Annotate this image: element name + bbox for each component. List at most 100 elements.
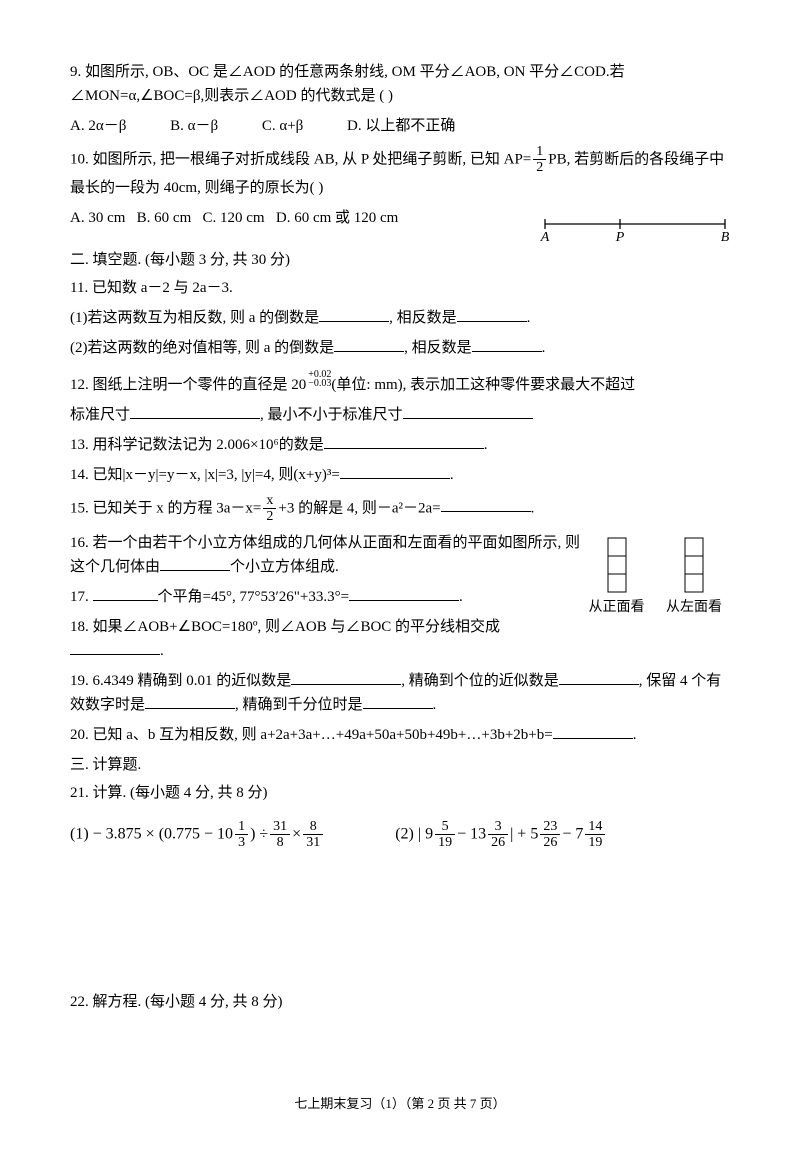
d: 8: [270, 835, 290, 850]
blank: [441, 496, 531, 512]
half-fraction: 12: [533, 144, 546, 176]
t: , 精确到千分位时是: [235, 697, 363, 713]
f: 326: [488, 819, 508, 851]
t: 20. 已知 a、b 互为相反数, 则 a+2a+3a+…+49a+50a+50…: [70, 727, 553, 743]
t: +3 的解是 4, 则－a²－2a=: [278, 500, 440, 516]
n: 14: [585, 819, 605, 835]
t: 15. 已知关于 x 的方程 3a－x=: [70, 500, 261, 516]
svg-text:B: B: [721, 230, 730, 242]
blank: [472, 336, 542, 352]
question-9: 9. 如图所示, OB、OC 是∠AOD 的任意两条射线, OM 平分∠AOB,…: [70, 60, 730, 108]
question-20: 20. 已知 a、b 互为相反数, 则 a+2a+3a+…+49a+50a+50…: [70, 723, 730, 747]
q9-optA: A. 2α－β: [70, 118, 126, 134]
q10-optB: B. 60 cm: [137, 210, 192, 226]
blank: [403, 403, 533, 419]
t: .: [160, 643, 164, 659]
blank: [457, 306, 527, 322]
blank: [553, 723, 633, 739]
blank: [291, 669, 401, 685]
n: 31: [270, 819, 290, 835]
q10-optC: C. 120 cm: [203, 210, 265, 226]
n: 1: [235, 819, 248, 835]
n: x: [263, 493, 276, 509]
t: .: [433, 697, 437, 713]
q10-opts-row: A P B A. 30 cm B. 60 cm C. 120 cm D. 60 …: [70, 206, 730, 242]
tolerance: +0.02−0.03: [308, 370, 331, 388]
t: 12. 图纸上注明一个零件的直径是 20: [70, 377, 306, 393]
line-ab-diagram: A P B: [540, 216, 730, 242]
t: 14. 已知|x－y|=y－x, |x|=3, |y|=4, 则(x+y)³=: [70, 467, 340, 483]
t: , 相反数是: [404, 340, 472, 356]
question-19: 19. 6.4349 精确到 0.01 的近似数是, 精确到个位的近似数是, 保…: [70, 669, 730, 717]
question-13: 13. 用科学记数法记为 2.006×10⁶的数是.: [70, 433, 730, 457]
t: .: [531, 500, 535, 516]
blank: [363, 693, 433, 709]
t: (1) − 3.875 × (0.775 − 10: [70, 825, 233, 842]
f: 13: [235, 819, 248, 851]
q9-optB: B. α－β: [170, 118, 218, 134]
q11-head: 11. 已知数 a－2 与 2a－3.: [70, 276, 730, 300]
f: 2326: [540, 819, 560, 851]
q9-text: 9. 如图所示, OB、OC 是∠AOD 的任意两条射线, OM 平分∠AOB,…: [70, 64, 625, 104]
t: .: [633, 727, 637, 743]
blank: [324, 433, 484, 449]
f: 1419: [585, 819, 605, 851]
t: (2)若这两数的绝对值相等, 则 a 的倒数是: [70, 340, 334, 356]
blank: [559, 669, 639, 685]
q11-part2: (2)若这两数的绝对值相等, 则 a 的倒数是 , 相反数是.: [70, 336, 730, 360]
t: .: [542, 340, 546, 356]
t: , 相反数是: [389, 310, 457, 326]
t: .: [484, 437, 488, 453]
q9-options: A. 2α－β B. α－β C. α+β D. 以上都不正确: [70, 114, 730, 138]
q22-head: 22. 解方程. (每小题 4 分, 共 8 分): [70, 990, 730, 1014]
t: , 最小不小于标准尺寸: [260, 407, 403, 423]
frac-den: 2: [533, 160, 546, 175]
blank: [93, 585, 158, 601]
q10-textA: 10. 如图所示, 把一根绳子对折成线段 AB, 从 P 处把绳子剪断, 已知 …: [70, 151, 531, 167]
question-12b: 标准尺寸 , 最小不小于标准尺寸: [70, 403, 730, 427]
q21-expr1: (1) − 3.875 × (0.775 − 1013) ÷318×831: [70, 819, 325, 851]
t: − 7: [562, 825, 583, 842]
d: 26: [488, 835, 508, 850]
t: 标准尺寸: [70, 407, 130, 423]
t: ) ÷: [250, 825, 268, 842]
q9-optD: D. 以上都不正确: [347, 118, 455, 134]
t: 19. 6.4349 精确到 0.01 的近似数是: [70, 673, 291, 689]
t: 18. 如果∠AOB+∠BOC=180º, 则∠AOB 与∠BOC 的平分线相交…: [70, 619, 500, 635]
q10-optA: A. 30 cm: [70, 210, 125, 226]
t: .: [527, 310, 531, 326]
question-15: 15. 已知关于 x 的方程 3a－x=x2+3 的解是 4, 则－a²－2a=…: [70, 493, 730, 525]
t: 17.: [70, 589, 93, 605]
n: 8: [303, 819, 323, 835]
f: 519: [435, 819, 455, 851]
d: 31: [303, 835, 323, 850]
t: , 精确到个位的近似数是: [401, 673, 559, 689]
t: 13. 用科学记数法记为 2.006×10⁶的数是: [70, 437, 324, 453]
blank: [349, 585, 459, 601]
frac-num: 1: [533, 144, 546, 160]
question-17: 17. 个平角=45°, 77°53′26"+33.3°=.: [70, 585, 730, 609]
q21-expressions: (1) − 3.875 × (0.775 − 1013) ÷318×831 (2…: [70, 819, 730, 851]
q11-part1: (1)若这两数互为相反数, 则 a 的倒数是, 相反数是.: [70, 306, 730, 330]
t: (2) | 9: [395, 825, 433, 842]
t: 个小立方体组成.: [230, 559, 339, 575]
d: 19: [585, 835, 605, 850]
blank: [319, 306, 389, 322]
question-12: 12. 图纸上注明一个零件的直径是 20+0.02−0.03(单位: mm), …: [70, 370, 730, 397]
section-2-head: 二. 填空题. (每小题 3 分, 共 30 分): [70, 248, 730, 272]
t: | + 5: [510, 825, 538, 842]
t: .: [459, 589, 463, 605]
blank: [340, 463, 450, 479]
n: 23: [540, 819, 560, 835]
q10-optD: D. 60 cm 或 120 cm: [276, 210, 398, 226]
page-footer: 七上期末复习（1）（第 2 页 共 7 页）: [70, 1094, 730, 1115]
blank: [160, 555, 230, 571]
q21-expr2: (2) | 9519− 13326| + 52326− 71419: [395, 819, 607, 851]
question-10: 10. 如图所示, 把一根绳子对折成线段 AB, 从 P 处把绳子剪断, 已知 …: [70, 144, 730, 200]
f: 318: [270, 819, 290, 851]
x-over-2: x2: [263, 493, 276, 525]
d: 26: [540, 835, 560, 850]
t: ×: [292, 825, 301, 842]
sub: −0.03: [308, 379, 331, 388]
d: 19: [435, 835, 455, 850]
